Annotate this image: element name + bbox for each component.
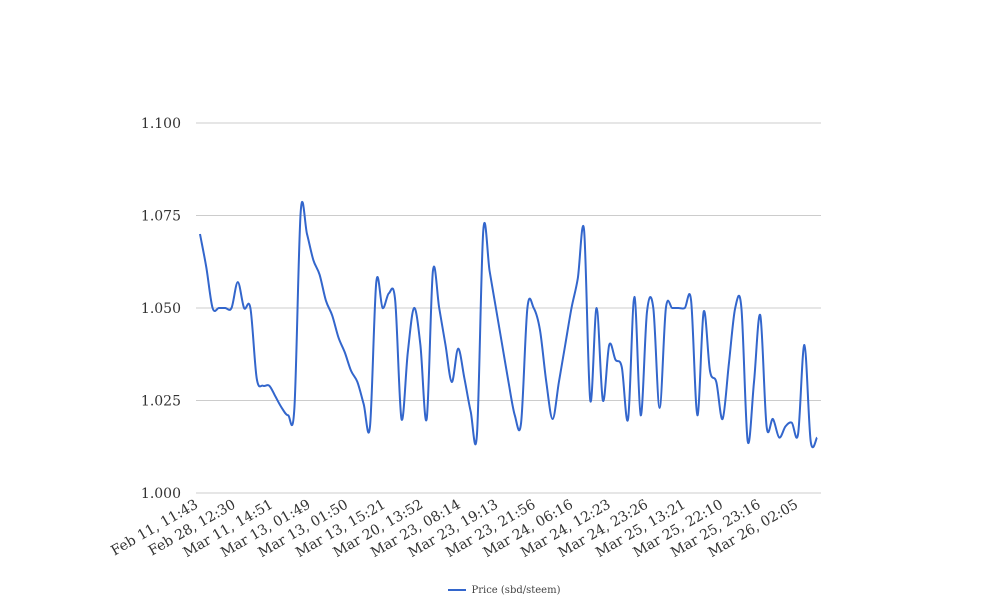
legend-swatch — [447, 589, 466, 591]
y-tick-label-2: 1.050 — [141, 301, 181, 317]
legend-label: Price (sbd/steem) — [471, 584, 561, 596]
y-tick-label-4: 1.100 — [141, 116, 181, 132]
series-line-0 — [199, 200, 818, 449]
chart-legend: Price (sbd/steem) — [0, 582, 1008, 598]
y-tick-label-0: 1.000 — [141, 486, 181, 502]
y-tick-label-3: 1.075 — [141, 209, 181, 225]
legend-item-price[interactable]: Price (sbd/steem) — [447, 584, 561, 596]
y-tick-label-1: 1.025 — [141, 394, 181, 410]
